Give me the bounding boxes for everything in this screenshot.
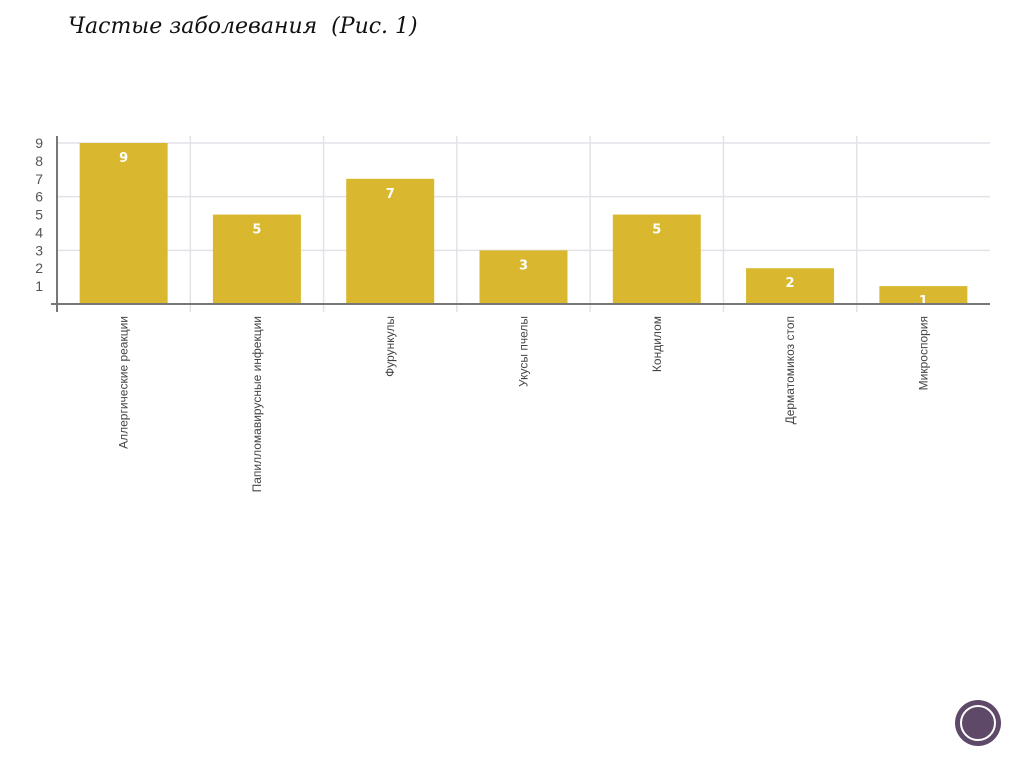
bar xyxy=(79,143,168,304)
y-tick-label: 5 xyxy=(35,207,43,223)
x-category-label: Дерматомикоз стоп xyxy=(783,316,797,424)
bar-value-label: 7 xyxy=(386,187,395,202)
x-category-label: Микроспория xyxy=(916,316,930,390)
bar-value-label: 9 xyxy=(119,151,128,166)
bar xyxy=(879,286,968,304)
bar-value-label: 5 xyxy=(652,223,661,238)
x-category-label: Кондилом xyxy=(650,316,664,372)
y-tick-label: 3 xyxy=(35,242,43,258)
bar xyxy=(346,178,435,304)
slide-title: Частые заболевания (Рис. 1) xyxy=(68,14,418,39)
x-category-label: Папилломавирусные инфекции xyxy=(250,316,264,492)
y-tick-label: 4 xyxy=(35,224,43,240)
bar-value-label: 1 xyxy=(919,294,928,309)
bar-value-label: 3 xyxy=(519,258,528,273)
bar-value-label: 5 xyxy=(252,223,261,238)
bar xyxy=(212,214,301,304)
bar xyxy=(612,214,701,304)
y-tick-label: 7 xyxy=(35,171,43,187)
bar xyxy=(746,268,835,304)
x-category-label: Фурункулы xyxy=(383,316,397,377)
slide-nav-circle-icon[interactable] xyxy=(955,700,1001,746)
x-category-label: Аллергические реакции xyxy=(117,316,131,449)
bar xyxy=(479,250,568,304)
x-category-label: Укусы пчелы xyxy=(517,316,531,387)
bar-value-label: 2 xyxy=(786,276,795,291)
y-tick-label: 2 xyxy=(35,260,43,276)
y-tick-label: 8 xyxy=(35,153,43,169)
y-tick-label: 6 xyxy=(35,189,43,205)
y-tick-label: 9 xyxy=(35,135,43,151)
y-tick-label: 1 xyxy=(35,278,43,294)
